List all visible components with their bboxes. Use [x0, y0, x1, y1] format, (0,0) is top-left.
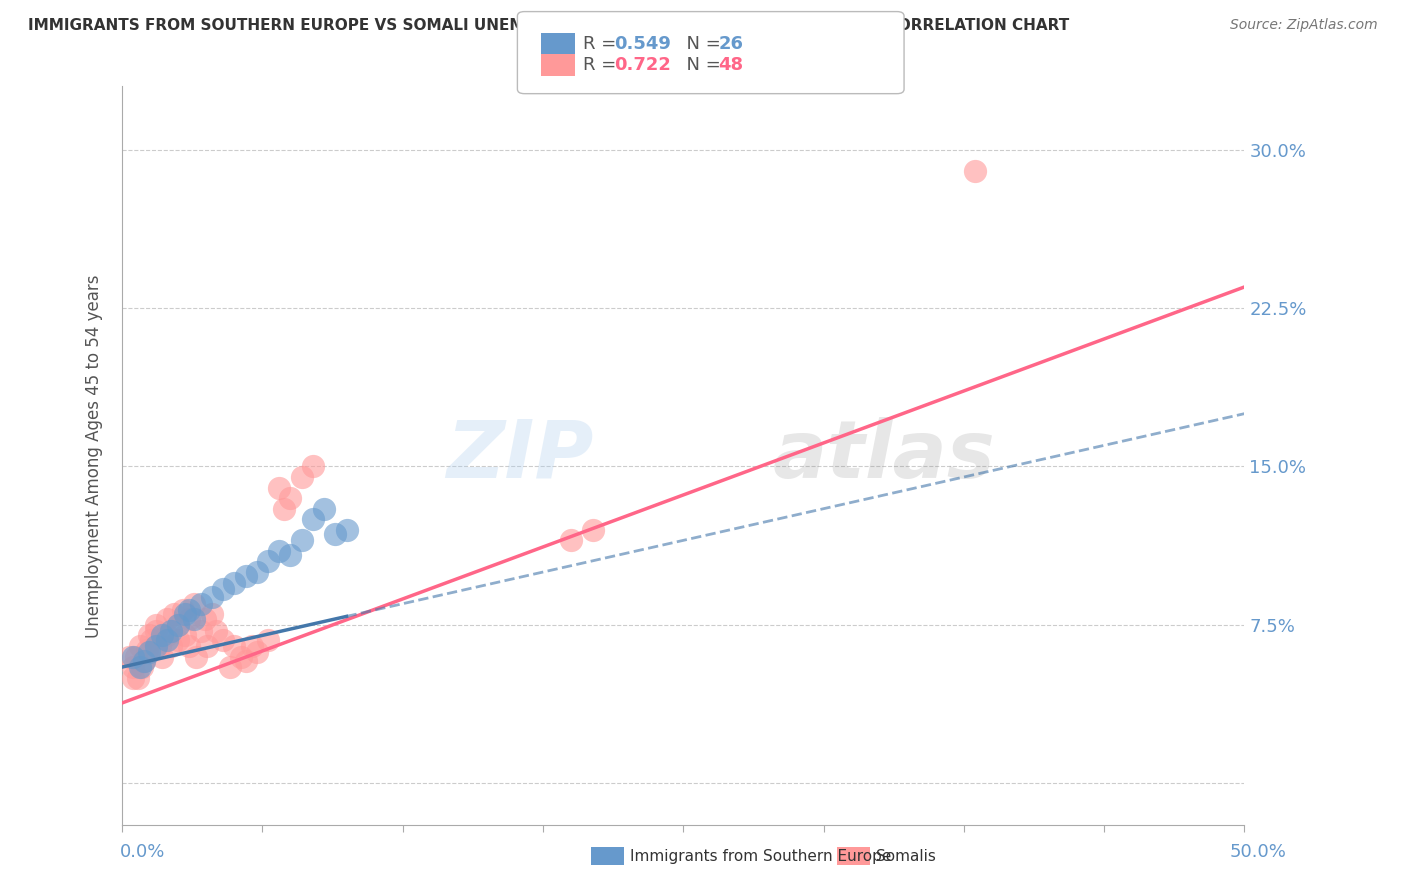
Point [152, 649, 174, 664]
Text: 0.722: 0.722 [614, 56, 671, 74]
Point [135, 643, 157, 657]
Point [127, 671, 149, 685]
Point [172, 603, 194, 617]
Text: 48: 48 [718, 56, 744, 74]
Point [240, 639, 263, 653]
Point [124, 649, 146, 664]
Point [229, 649, 252, 664]
Point [212, 582, 235, 596]
Text: 0.549: 0.549 [614, 35, 671, 53]
Point [179, 611, 201, 625]
Text: R =: R = [583, 56, 623, 74]
Point [246, 645, 269, 659]
Point [560, 533, 582, 548]
Point [122, 660, 145, 674]
Point [160, 639, 183, 653]
Point [212, 632, 235, 647]
Point [167, 617, 190, 632]
Point [201, 591, 224, 605]
Text: R =: R = [583, 35, 623, 53]
Point [134, 654, 156, 668]
Point [273, 501, 295, 516]
Point [201, 607, 224, 622]
Point [246, 565, 269, 579]
Point [131, 660, 153, 674]
Point [195, 639, 218, 653]
Point [179, 639, 201, 653]
Text: 0.0%: 0.0% [120, 843, 165, 861]
Point [138, 628, 160, 642]
Point [291, 470, 314, 484]
Point [190, 597, 212, 611]
Point [141, 632, 163, 647]
Point [302, 459, 325, 474]
Text: Source: ZipAtlas.com: Source: ZipAtlas.com [1230, 18, 1378, 32]
Point [280, 491, 302, 505]
Point [312, 501, 335, 516]
Point [118, 649, 141, 664]
Point [224, 575, 246, 590]
Point [257, 632, 280, 647]
Point [218, 660, 240, 674]
Point [156, 628, 179, 642]
Point [145, 639, 167, 653]
Y-axis label: Unemployment Among Ages 45 to 54 years: Unemployment Among Ages 45 to 54 years [86, 274, 103, 638]
Point [167, 632, 190, 647]
Point [122, 671, 145, 685]
Text: 26: 26 [718, 35, 744, 53]
Text: Somalis: Somalis [876, 849, 936, 863]
Text: atlas: atlas [773, 417, 995, 495]
Point [280, 548, 302, 562]
Point [302, 512, 325, 526]
Point [194, 611, 217, 625]
Point [145, 624, 167, 639]
Point [190, 624, 212, 639]
Point [323, 527, 346, 541]
Point [183, 597, 205, 611]
Point [129, 639, 152, 653]
Text: 50.0%: 50.0% [1230, 843, 1286, 861]
Point [174, 628, 197, 642]
Point [963, 164, 986, 178]
Point [269, 481, 291, 495]
Text: N =: N = [675, 56, 727, 74]
Point [156, 611, 179, 625]
Point [174, 607, 197, 622]
Point [582, 523, 605, 537]
Point [184, 649, 207, 664]
Point [134, 654, 156, 668]
Point [179, 603, 201, 617]
Text: ZIP: ZIP [446, 417, 593, 495]
Point [145, 617, 167, 632]
Point [235, 654, 257, 668]
Point [138, 645, 160, 659]
Point [152, 628, 174, 642]
Text: IMMIGRANTS FROM SOUTHERN EUROPE VS SOMALI UNEMPLOYMENT AMONG AGES 45 TO 54 YEARS: IMMIGRANTS FROM SOUTHERN EUROPE VS SOMAL… [28, 18, 1070, 33]
Point [205, 624, 228, 639]
Point [160, 624, 183, 639]
Point [149, 639, 172, 653]
Point [291, 533, 314, 548]
Point [183, 611, 205, 625]
Point [167, 617, 190, 632]
Point [122, 649, 145, 664]
Point [335, 523, 357, 537]
Point [156, 632, 179, 647]
Text: N =: N = [675, 35, 727, 53]
Point [235, 569, 257, 583]
Text: Immigrants from Southern Europe: Immigrants from Southern Europe [630, 849, 891, 863]
Point [224, 639, 246, 653]
Point [257, 554, 280, 568]
Point [269, 544, 291, 558]
Point [129, 660, 152, 674]
Point [163, 607, 186, 622]
